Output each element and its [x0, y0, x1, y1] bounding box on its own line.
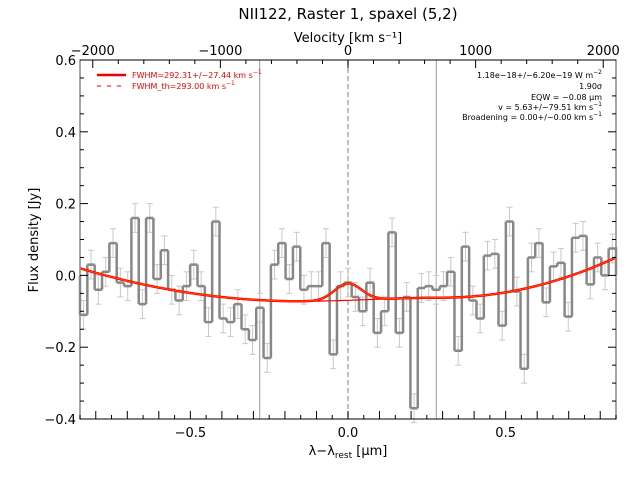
legend-label-fit: FWHM=292.31+/−27.44 km s [132, 71, 253, 80]
legend-sup-fit: −1 [253, 69, 262, 76]
legend-entry-fit: FWHM=292.31+/−27.44 km s−1 [132, 69, 262, 80]
x-axis-label: λ−λrest [μm] [309, 444, 388, 461]
x-tick-label: −0.5 [175, 426, 207, 441]
plot-area [78, 60, 618, 424]
y-tick-label: 0.4 [55, 126, 76, 141]
y-tick-label: 0.6 [55, 54, 76, 69]
fit-line-highlight [79, 257, 617, 302]
annotation-velocity: v = 5.63+/−79.51 km s−1 [498, 101, 602, 112]
top-axis-label-text: Velocity [km s⁻¹] [294, 31, 402, 46]
fit-annotations: 1.18e−18+/−6.20e−19 W m−2 1.90σ EQW = −0… [462, 69, 602, 122]
top-tick-label: 2000 [587, 44, 620, 59]
x-axis-label-unit: [μm] [352, 444, 387, 459]
y-tick-label: −0.2 [44, 341, 76, 356]
y-tick-label: 0.2 [55, 198, 76, 213]
annotation-eqw: EQW = −0.08 μm [531, 93, 602, 102]
x-tick-label: 0.5 [495, 426, 516, 441]
y-tick-label: −0.4 [44, 413, 76, 428]
annotation-broadening-text: Broadening = 0.00+/−0.00 km s [462, 113, 593, 122]
spectrum-bin [306, 284, 315, 290]
annotation-velocity-text: v = 5.63+/−79.51 km s [498, 103, 593, 112]
x-axis-label-lambda: λ−λ [309, 444, 336, 459]
legend-entry-th: FWHM_th=293.00 km s−1 [132, 80, 235, 91]
top-axis-label: Velocity [km s⁻¹] [294, 31, 402, 46]
legend: FWHM=292.31+/−27.44 km s−1 FWHM_th=293.0… [97, 69, 262, 91]
x-tick-label: 0.0 [338, 426, 359, 441]
top-tick-label: 1000 [459, 44, 492, 59]
spectrum-bin [526, 256, 536, 369]
annotation-flux-text: 1.18e−18+/−6.20e−19 W m [477, 71, 593, 80]
annotation-flux: 1.18e−18+/−6.20e−19 W m−2 [477, 69, 602, 80]
annotation-broadening: Broadening = 0.00+/−0.00 km s−1 [462, 111, 602, 122]
legend-label-th: FWHM_th=293.00 km s [132, 82, 226, 91]
top-tick-label: −2000 [71, 44, 115, 59]
axes: −0.4 −0.2 0.0 0.2 0.4 0.6 −0.5 0.0 0.5 −2000 −1000… [44, 44, 619, 441]
spectrum-bin [416, 286, 426, 409]
annotation-velocity-sup: −1 [593, 101, 602, 108]
annotation-broadening-sup: −1 [593, 111, 602, 118]
annotation-flux-sup: −2 [593, 69, 602, 76]
top-tick-label: −1000 [198, 44, 242, 59]
chart-title: NII122, Raster 1, spaxel (5,2) [238, 5, 457, 23]
y-tick-label: 0.0 [55, 269, 76, 284]
top-tick-label: 0 [344, 44, 352, 59]
legend-sup-th: −1 [226, 80, 235, 87]
x-axis-label-sub: rest [335, 451, 353, 461]
annotation-sigma: 1.90σ [579, 82, 602, 91]
y-axis-label: Flux density [Jy] [27, 188, 42, 293]
